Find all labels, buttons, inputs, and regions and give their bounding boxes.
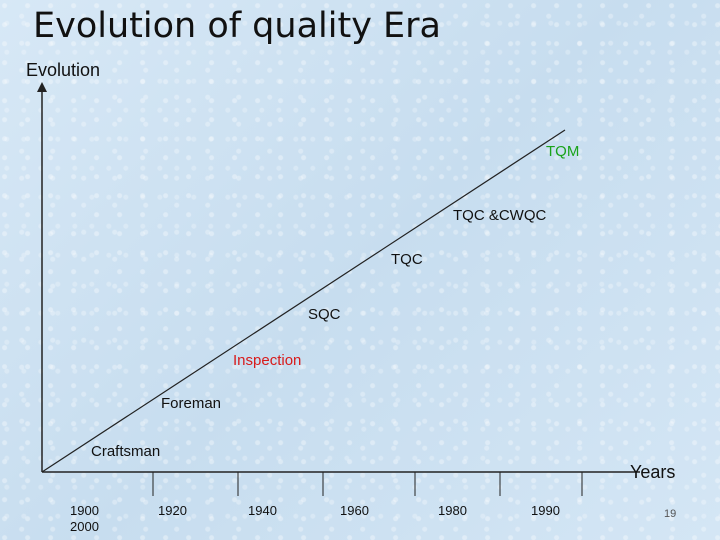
x-tick-label-1980: 1980 <box>438 503 467 518</box>
evolution-trend-line <box>41 129 566 473</box>
era-label-tqm: TQM <box>546 143 580 160</box>
page-number: 19 <box>664 508 677 520</box>
era-label-tqc-cwqc: TQC &CWQC <box>453 207 547 224</box>
x-tick-label-1960: 1960 <box>340 503 369 518</box>
x-tick-label-1900-2000: 1900 2000 <box>70 503 99 535</box>
x-axis-label: Years <box>630 462 676 482</box>
slide-title: Evolution of quality Era <box>33 6 441 46</box>
x-tick-label-1920: 1920 <box>158 503 187 518</box>
era-label-foreman: Foreman <box>161 395 222 412</box>
x-tick-label-1940: 1940 <box>248 503 277 518</box>
x-tick-label-1990: 1990 <box>531 503 560 518</box>
y-axis-arrow-icon <box>37 82 47 92</box>
y-axis-label: Evolution <box>26 60 101 80</box>
era-label-craftsman: Craftsman <box>91 443 161 460</box>
era-label-sqc: SQC <box>308 306 341 323</box>
x-tick-label-2000: 2000 <box>70 519 99 534</box>
era-label-inspection: Inspection <box>233 352 302 369</box>
x-tick-label-1900: 1900 <box>70 503 99 518</box>
era-label-tqc: TQC <box>391 251 423 268</box>
